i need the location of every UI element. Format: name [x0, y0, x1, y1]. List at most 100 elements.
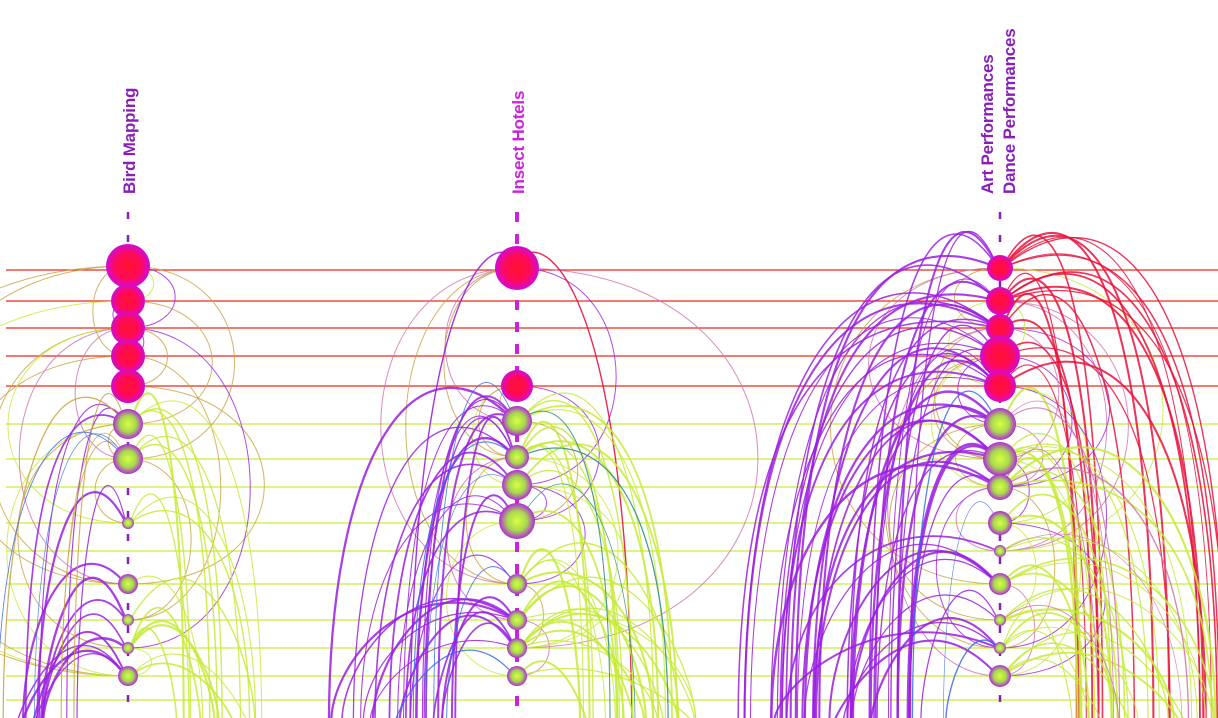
connection-arc — [22, 649, 127, 718]
connection-arc — [849, 318, 999, 718]
connection-arc — [1001, 467, 1190, 718]
node-red — [987, 255, 1013, 281]
connection-arc — [518, 607, 695, 718]
node-red — [984, 370, 1016, 402]
column-label: Art Performances — [978, 55, 997, 194]
connection-arc — [796, 377, 999, 718]
connection-arc — [786, 535, 999, 718]
connection-arc — [0, 300, 129, 677]
connection-arc — [518, 392, 655, 718]
node-green — [113, 409, 143, 439]
connection-arc — [1001, 254, 1218, 674]
connection-arc — [1001, 564, 1090, 718]
node-green — [122, 614, 134, 626]
connection-arc — [518, 420, 591, 718]
connection-arc — [454, 416, 516, 718]
connection-arc — [1001, 610, 1073, 718]
connection-arc — [803, 403, 999, 718]
connection-arc — [73, 392, 127, 718]
node-green — [994, 614, 1006, 626]
node-red — [980, 336, 1020, 376]
connection-arc — [127, 327, 251, 649]
connection-arc — [1001, 450, 1079, 718]
connection-arc — [801, 419, 999, 718]
connection-arc — [818, 303, 999, 718]
connection-arc — [518, 629, 645, 718]
connection-arc — [0, 431, 127, 652]
connection-arc — [516, 619, 550, 677]
connection-arc — [868, 267, 1001, 460]
connection-arc — [24, 414, 127, 718]
connection-arc — [432, 611, 516, 718]
connection-arc — [1001, 400, 1114, 718]
connection-arc — [18, 327, 129, 585]
connection-arcs — [0, 230, 1218, 718]
connection-arc — [129, 624, 220, 718]
connection-arc — [433, 382, 516, 718]
connection-arc — [388, 451, 516, 718]
node-green — [505, 445, 529, 469]
node-green — [983, 442, 1017, 476]
node-green — [502, 406, 532, 436]
connection-arc — [518, 426, 619, 718]
connection-arc — [446, 566, 516, 718]
connection-arc — [1001, 231, 1155, 718]
connection-arc — [1001, 446, 1160, 718]
connection-arc — [0, 265, 129, 677]
connection-arc — [441, 596, 516, 718]
connection-arc — [999, 385, 1108, 649]
node-red — [111, 311, 145, 345]
connection-arc — [129, 496, 257, 718]
connection-arc — [518, 640, 658, 718]
connection-arc — [1001, 514, 1113, 718]
connection-arc — [1001, 236, 1218, 550]
connection-arc — [868, 233, 999, 718]
connection-arc — [34, 433, 127, 718]
connection-arc — [518, 620, 634, 718]
connection-arc — [834, 639, 999, 718]
node-green — [122, 517, 134, 529]
connection-arc — [518, 409, 666, 718]
connection-arc — [421, 398, 516, 718]
connection-arc — [363, 611, 516, 718]
connection-arc — [516, 267, 759, 649]
connection-arc — [518, 442, 620, 718]
connection-arc — [518, 580, 625, 718]
connection-arc — [518, 469, 624, 718]
connection-arc — [1001, 631, 1184, 718]
connection-arc — [1001, 493, 1119, 718]
connection-arc — [518, 612, 697, 718]
connection-arc — [129, 620, 216, 718]
connection-arc — [770, 353, 999, 718]
connection-arc — [518, 558, 616, 718]
connection-arc — [76, 484, 127, 718]
connection-arc — [518, 542, 680, 718]
connection-arc — [1001, 588, 1169, 718]
connection-arc — [1001, 557, 1215, 718]
connection-arc — [518, 571, 654, 718]
node-red — [111, 284, 145, 318]
connection-arc — [129, 493, 190, 718]
connection-arc — [1001, 253, 1212, 718]
connection-arc — [22, 562, 127, 718]
connection-arc — [127, 355, 222, 621]
node-red — [501, 370, 533, 402]
node-red — [106, 244, 150, 288]
node-red — [986, 287, 1014, 315]
connection-arc — [955, 486, 1001, 552]
connection-arc — [1001, 234, 1104, 718]
connection-arc — [1001, 630, 1089, 718]
connection-arc — [1001, 572, 1113, 718]
connection-arc — [74, 327, 129, 460]
connection-arc — [851, 390, 999, 718]
connection-arc — [999, 583, 1036, 677]
connection-arc — [943, 501, 999, 718]
connection-arc — [129, 436, 241, 718]
connection-arc — [129, 444, 218, 718]
connection-arc — [129, 392, 185, 718]
connection-arc — [1001, 448, 1099, 718]
connection-arc — [999, 458, 1081, 677]
connection-arc — [129, 400, 263, 718]
node-green — [984, 408, 1016, 440]
node-green — [507, 610, 527, 630]
